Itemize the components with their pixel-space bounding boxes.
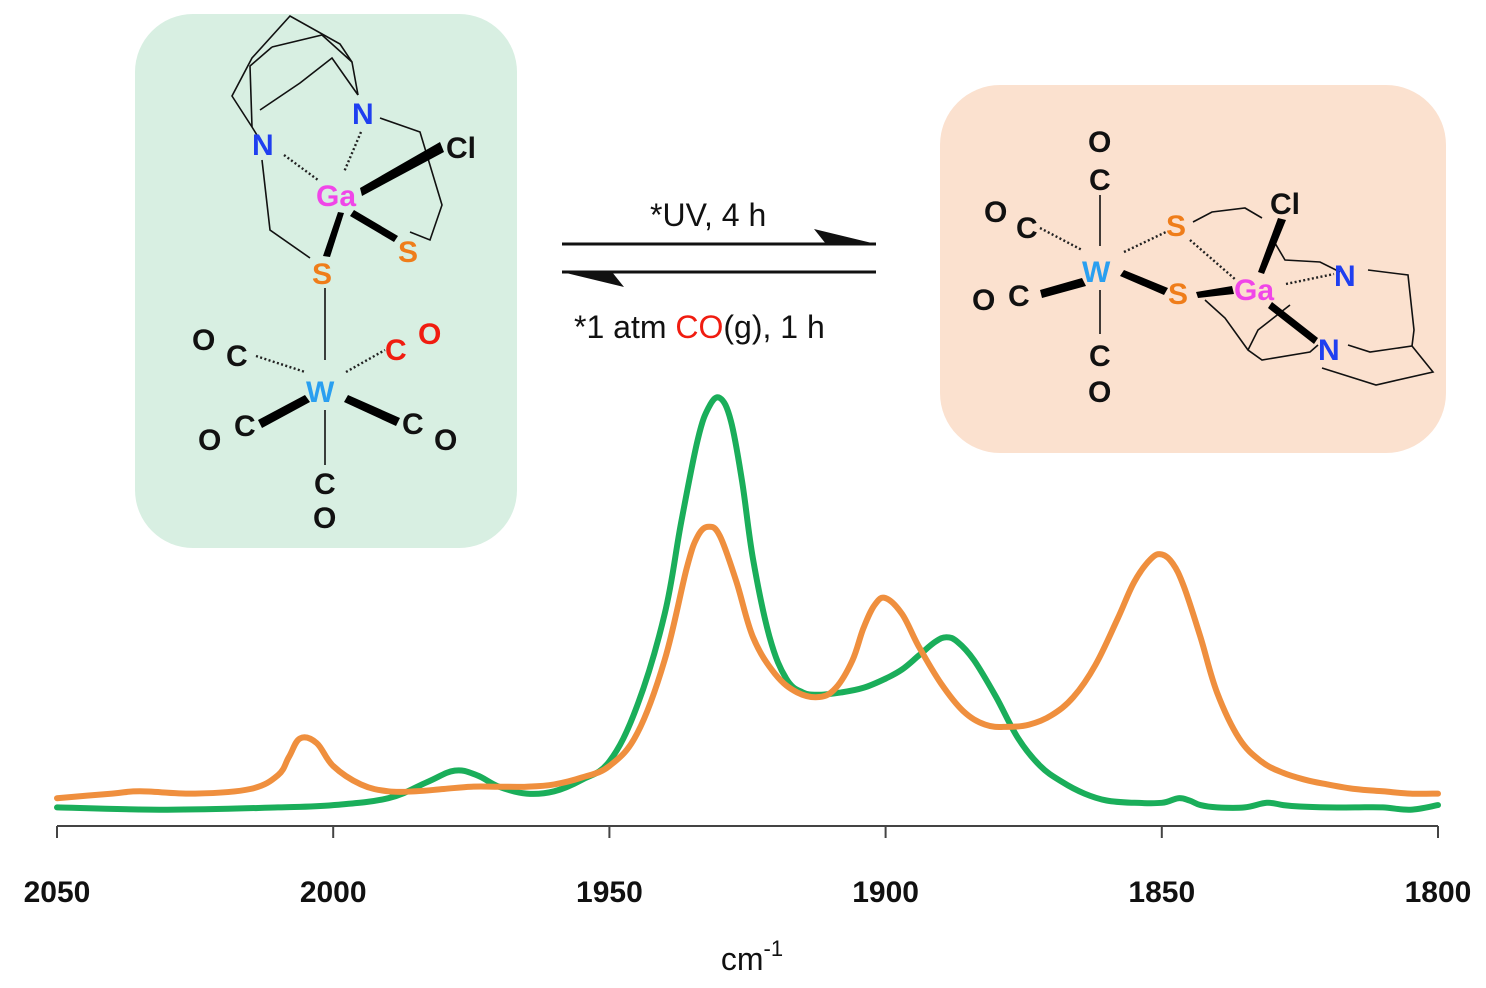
left-atom-o1: O — [192, 324, 215, 357]
right-w-s2-wedge — [1120, 270, 1168, 295]
right-atom-c-bot: C — [1089, 340, 1111, 373]
left-ga-s2-wedge — [350, 210, 398, 242]
forward-arrow-head — [814, 229, 876, 244]
right-atom-w: W — [1082, 256, 1111, 289]
ir-chart: 2050 2000 1950 1900 1850 1800 cm-1 — [24, 394, 1472, 977]
left-ga-n2-bond — [342, 131, 363, 173]
reverse-arrow-head — [562, 272, 624, 287]
x-tick-label: 2000 — [300, 876, 367, 909]
series-line-2 — [54, 523, 1441, 802]
right-atom-n2: N — [1318, 334, 1340, 367]
right-atom-o-ul: O — [984, 196, 1007, 229]
right-atom-cl: Cl — [1270, 188, 1300, 221]
left-ga-s1-wedge — [323, 212, 344, 257]
right-ga-cl-wedge — [1258, 218, 1286, 274]
right-atom-o-ll: O — [972, 284, 995, 317]
left-atom-s2: S — [398, 236, 418, 269]
right-atom-c-top: C — [1089, 164, 1111, 197]
left-w-co2-bond — [345, 348, 386, 374]
x-tick-label: 2050 — [24, 876, 91, 909]
right-complex: O C O C W S S Cl Ga N N O C C O — [940, 85, 1446, 453]
x-tick-label: 1950 — [576, 876, 643, 909]
right-atom-n1: N — [1334, 260, 1356, 293]
reverse-condition-co: CO — [675, 309, 723, 345]
right-ga-s2-wedge — [1196, 286, 1234, 298]
right-ga-s1-bond — [1189, 239, 1237, 281]
right-w-co-ul-bond — [1039, 226, 1083, 252]
left-atom-ga: Ga — [316, 180, 356, 213]
left-atom-o3: O — [198, 424, 221, 457]
left-w-co3-wedge — [258, 395, 310, 428]
right-atom-s2: S — [1168, 278, 1188, 311]
x-tick-label: 1850 — [1128, 876, 1195, 909]
left-atom-c3: C — [234, 410, 256, 443]
left-atom-n1: N — [252, 129, 274, 162]
forward-condition: *UV, 4 h — [650, 197, 766, 233]
series-line-1 — [54, 394, 1441, 813]
x-axis-label: cm-1 — [721, 936, 783, 977]
right-ga-n2-wedge — [1268, 302, 1318, 344]
x-axis-ticks: 2050 2000 1950 1900 1850 1800 — [24, 826, 1472, 909]
reverse-condition-prefix: *1 atm — [574, 309, 675, 345]
right-complex-box — [940, 85, 1446, 453]
equilibrium-arrows: *UV, 4 h *1 atm CO(g), 1 h — [562, 197, 876, 345]
right-atom-o-bot: O — [1088, 376, 1111, 409]
reverse-condition: *1 atm CO(g), 1 h — [574, 309, 825, 345]
left-ligand-bonds — [231, 14, 443, 465]
left-atom-w: W — [306, 376, 335, 409]
left-atom-c4: C — [402, 408, 424, 441]
reverse-condition-suffix: (g), 1 h — [723, 309, 824, 345]
right-ga-n1-bond — [1285, 272, 1335, 286]
series-layer — [54, 394, 1441, 813]
left-atom-cl: Cl — [446, 132, 476, 165]
left-atom-c2: C — [385, 334, 407, 367]
left-atom-c5: C — [314, 468, 336, 501]
right-atom-c-ul: C — [1016, 212, 1038, 245]
right-atom-ga: Ga — [1234, 274, 1274, 307]
x-axis-label-superscript: -1 — [764, 936, 784, 961]
left-ga-cl-wedge — [360, 142, 444, 196]
left-atom-s1: S — [312, 258, 332, 291]
left-atom-c1: C — [226, 340, 248, 373]
left-atom-o4: O — [434, 424, 457, 457]
x-axis-label-text: cm — [721, 941, 764, 977]
x-tick-label: 1800 — [1405, 876, 1472, 909]
left-complex-box — [135, 14, 517, 548]
right-atom-s1: S — [1166, 210, 1186, 243]
left-atom-n2: N — [352, 98, 374, 131]
left-atom-o2: O — [418, 318, 441, 351]
right-atom-o-top: O — [1088, 126, 1111, 159]
right-atom-c-ll: C — [1008, 280, 1030, 313]
x-tick-label: 1900 — [852, 876, 919, 909]
left-w-co4-wedge — [344, 395, 400, 426]
left-atom-o5: O — [313, 502, 336, 535]
right-w-co-ll-wedge — [1040, 278, 1086, 298]
left-complex: N N Ga Cl S S W O C C O O C C O C O — [135, 14, 517, 548]
right-w-s1-bond — [1123, 230, 1167, 254]
